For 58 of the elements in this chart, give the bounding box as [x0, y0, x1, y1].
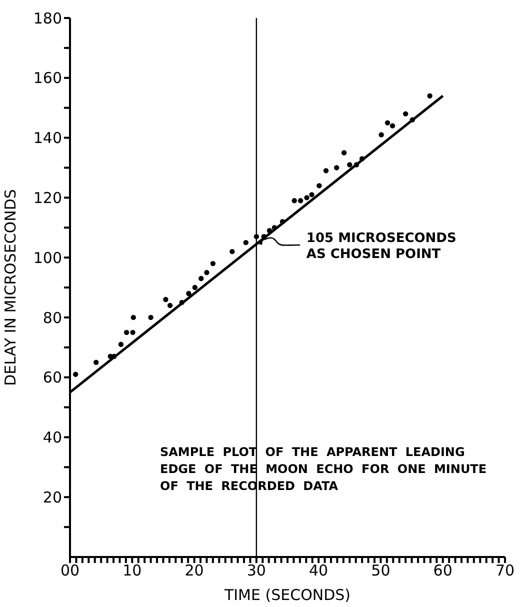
point [186, 290, 192, 296]
point [298, 198, 304, 204]
point [359, 156, 365, 162]
point [334, 165, 340, 170]
x-tick-label: 10 [122, 562, 142, 580]
y-tick-label: 60 [42, 368, 62, 387]
point [130, 330, 136, 336]
point [390, 123, 396, 128]
x-tick-label: 50 [371, 562, 390, 580]
y-tick-label: 160 [33, 69, 62, 88]
y-tick-label: 180 [33, 9, 62, 28]
point [347, 162, 352, 168]
point [130, 314, 136, 320]
point [427, 93, 432, 98]
point [148, 314, 154, 320]
y-axis-title: DELAY IN MICROSECONDS [1, 189, 20, 386]
x-axis-title: TIME (SECONDS) [223, 586, 351, 604]
point [72, 372, 78, 377]
y-tick-label: 40 [42, 428, 62, 447]
point [316, 183, 322, 188]
y-tick-label: 100 [33, 248, 62, 267]
point [309, 192, 314, 198]
point [118, 342, 124, 347]
point [341, 150, 347, 156]
point [410, 117, 416, 122]
point [167, 302, 173, 308]
point [384, 120, 390, 126]
annotation: 105 MICROSECONDS AS CHOSEN POINT [306, 230, 458, 263]
point [210, 260, 216, 266]
point [354, 162, 360, 168]
x-tick-label: 60 [433, 562, 452, 580]
x-tick-label: 70 [495, 562, 515, 580]
point [378, 132, 384, 138]
y-tick-label: 120 [33, 188, 62, 207]
point [243, 240, 248, 246]
y-tick-label: 20 [42, 488, 62, 506]
x-tick-label: 30 [246, 562, 266, 580]
point [163, 296, 168, 302]
point [266, 228, 272, 234]
point [198, 276, 204, 282]
point [254, 234, 260, 240]
y-tick-label: 80 [42, 308, 62, 327]
point [402, 111, 408, 116]
point [192, 284, 198, 290]
point [292, 198, 297, 204]
point [280, 219, 286, 224]
point [124, 330, 130, 336]
point [323, 168, 329, 174]
x-tick-label: 00 [60, 562, 80, 580]
point [304, 195, 310, 200]
point [204, 270, 210, 276]
x-tick-label: 20 [184, 562, 204, 580]
point [94, 360, 99, 365]
point [230, 248, 235, 254]
y-tick-label: 140 [33, 129, 62, 148]
point [179, 300, 184, 306]
point [112, 354, 117, 359]
x-tick-label: 40 [309, 562, 328, 580]
